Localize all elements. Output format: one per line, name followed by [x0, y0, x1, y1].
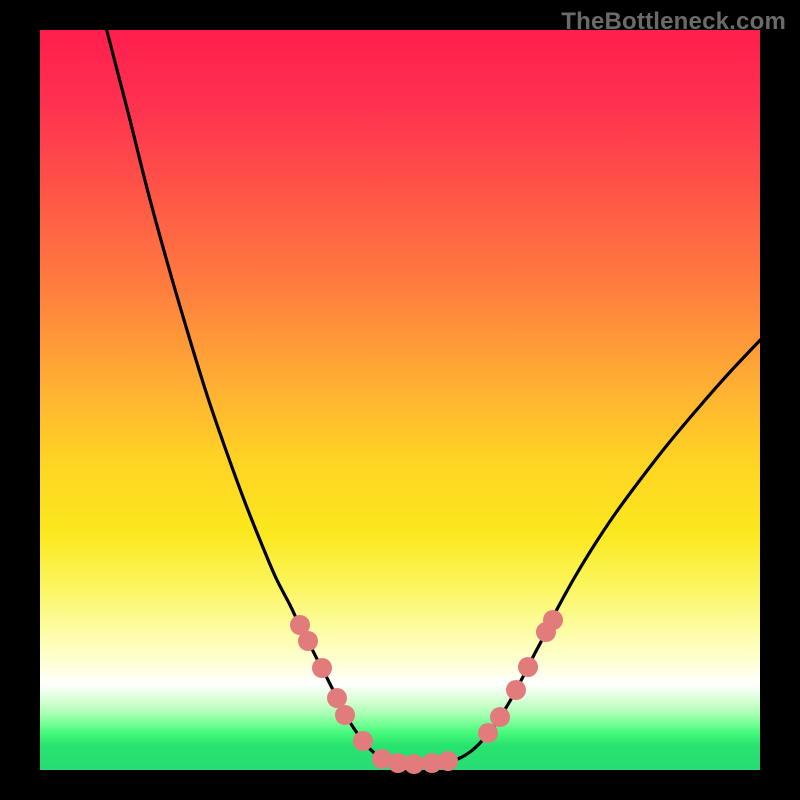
curve-marker [335, 705, 355, 725]
curve-marker [327, 688, 347, 708]
watermark-text: TheBottleneck.com [561, 8, 786, 36]
curve-marker [543, 610, 563, 630]
curve-marker [490, 707, 510, 727]
curve-marker [478, 723, 498, 743]
curve-marker [518, 657, 538, 677]
curve-marker [298, 631, 318, 651]
curve-marker [312, 658, 332, 678]
plot-background [40, 30, 760, 770]
curve-marker [353, 731, 373, 751]
chart-container: TheBottleneck.com [0, 0, 800, 800]
curve-marker [438, 751, 458, 771]
curve-marker [404, 754, 424, 774]
curve-marker [506, 680, 526, 700]
bottleneck-curve-chart [0, 0, 800, 800]
